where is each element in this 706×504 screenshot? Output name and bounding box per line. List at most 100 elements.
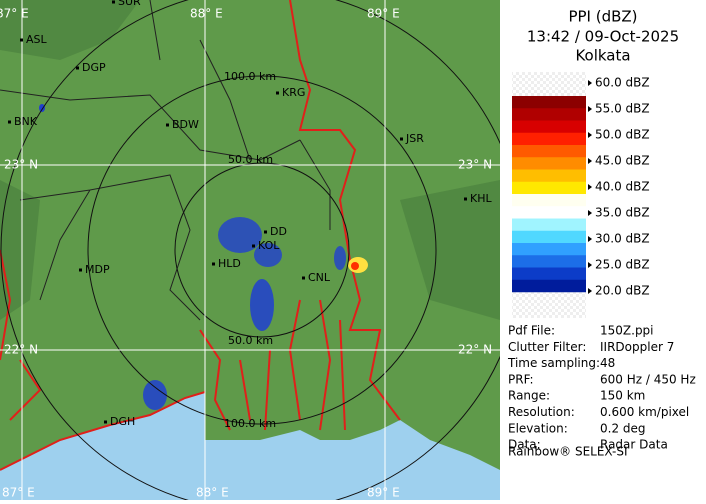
city-label: DD: [270, 225, 287, 238]
city-dot: [264, 230, 267, 234]
info-key: Range:: [508, 389, 550, 403]
info-key: Resolution:: [508, 405, 575, 419]
info-value: 150 km: [600, 389, 645, 403]
lon-label: 87° E: [2, 486, 35, 500]
city-dot: [400, 137, 403, 141]
legend-label: 35.0 dBZ: [595, 206, 650, 220]
legend-label: 25.0 dBZ: [595, 258, 650, 272]
legend-swatch: [512, 108, 586, 121]
legend-swatch: [512, 157, 586, 170]
legend-label: 30.0 dBZ: [595, 232, 650, 246]
coast: [0, 391, 206, 471]
graticule: [0, 0, 500, 500]
panel-time: 13:42 / 09-Oct-2025: [527, 28, 679, 46]
legend-label: 20.0 dBZ: [595, 284, 650, 298]
info-key: Data:: [508, 438, 541, 452]
lon-label: 88° E: [196, 486, 229, 500]
city-label: ASL: [26, 33, 48, 46]
city-label: BNK: [14, 115, 38, 128]
info-key: PRF:: [508, 372, 534, 386]
info-value: 600 Hz / 450 Hz: [600, 372, 696, 386]
legend-swatch: [512, 255, 586, 268]
info-key: Elevation:: [508, 421, 568, 435]
info-value: 0.2 deg: [600, 421, 646, 435]
legend-swatch: [512, 267, 586, 280]
city-dot: [464, 197, 467, 201]
legend-arrow: [588, 80, 592, 86]
legend-label: 50.0 dBZ: [595, 128, 650, 142]
lat-label: 23° N: [4, 158, 38, 172]
range-label: 100.0 km: [224, 417, 276, 430]
panel-station: Kolkata: [575, 47, 630, 65]
legend-swatch: [512, 230, 586, 244]
city-label: KOL: [258, 239, 280, 252]
legend-arrow: [588, 288, 592, 294]
legend-swatch: [512, 132, 586, 146]
range-rings: [0, 0, 500, 500]
city-dot: [302, 276, 305, 280]
legend-arrow: [588, 184, 592, 190]
city-label: KRG: [282, 86, 305, 99]
legend-swatch: [512, 243, 586, 256]
range-label: 50.0 km: [228, 153, 273, 166]
legend-arrow: [588, 106, 592, 112]
legend-label: 55.0 dBZ: [595, 102, 650, 116]
city-dot: [276, 91, 279, 95]
legend-swatch: [512, 181, 586, 195]
info-value: IIRDoppler 7: [600, 340, 674, 354]
city-dot: [76, 66, 79, 70]
city-label: CNL: [308, 271, 331, 284]
district-borders: [0, 0, 331, 321]
city-dot: [112, 0, 115, 4]
range-label: 50.0 km: [228, 334, 273, 347]
lat-label: 22° N: [458, 343, 492, 357]
city-label: BDW: [172, 118, 199, 131]
city-dot: [212, 262, 215, 266]
city-dot: [166, 123, 169, 127]
panel-title: PPI (dBZ): [568, 8, 637, 26]
legend-label: 40.0 dBZ: [595, 180, 650, 194]
legend-swatch: [512, 206, 586, 219]
info-value: Radar Data: [600, 438, 668, 452]
legend-label: 45.0 dBZ: [595, 154, 650, 168]
city-label: DGP: [82, 61, 106, 74]
legend-label: 60.0 dBZ: [595, 76, 650, 90]
city-dot: [104, 420, 107, 424]
echo-strong: [348, 257, 368, 273]
info-key: Time sampling:: [507, 356, 600, 370]
legend-swatch: [512, 96, 586, 109]
info-key: Clutter Filter:: [508, 340, 586, 354]
city-label: SUR: [118, 0, 141, 8]
sea: [0, 392, 500, 500]
legend-arrow: [588, 210, 592, 216]
legend-arrow: [588, 262, 592, 268]
legend-swatch: [512, 194, 586, 207]
echo-blue: [39, 104, 346, 410]
city-label: JSR: [405, 132, 424, 145]
city-label: DGH: [110, 415, 135, 428]
legend-swatch: [512, 120, 586, 133]
info-value: 150Z.ppi: [600, 324, 654, 338]
lon-label: 89° E: [367, 7, 400, 21]
legend-swatch: [512, 218, 586, 231]
city-dot: [8, 120, 11, 124]
footer: Rainbow® SELEX-SI: [508, 445, 628, 459]
terrain: [0, 0, 500, 320]
info-value: 48: [600, 356, 615, 370]
info-value: 0.600 km/pixel: [600, 405, 689, 419]
city-label: HLD: [218, 257, 241, 270]
map: 87° E 88° E 89° E 87° E 88° E 89° E 23° N 22° N…: [0, 0, 500, 500]
city-dot: [20, 38, 23, 42]
info-key: Pdf File:: [508, 324, 555, 338]
legend-swatch: [512, 145, 586, 158]
city-dot: [252, 244, 255, 248]
range-label: 100.0 km: [224, 70, 276, 83]
legend-swatch: [512, 279, 586, 293]
city-dot: [79, 268, 82, 272]
lon-label: 89° E: [367, 486, 400, 500]
lat-label: 23° N: [458, 158, 492, 172]
lat-label: 22° N: [4, 343, 38, 357]
legend-arrow: [588, 132, 592, 138]
legend-arrow: [588, 236, 592, 242]
